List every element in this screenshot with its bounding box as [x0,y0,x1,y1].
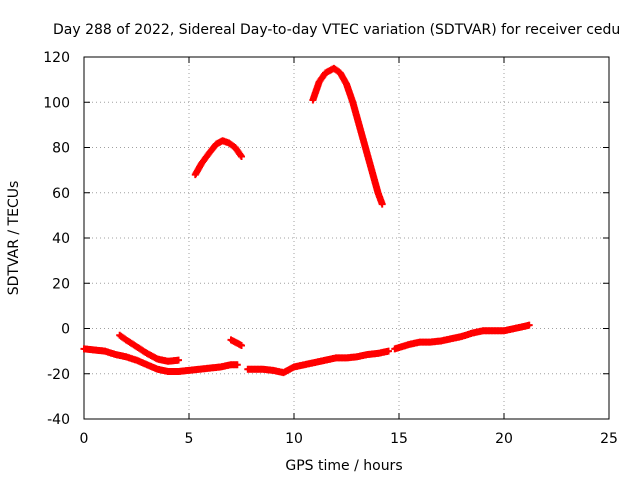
data-point [525,321,533,329]
y-tick-label: 60 [52,186,70,202]
y-tick-label: 80 [52,141,70,157]
series-arc-2 [116,331,182,365]
y-tick-label: 20 [52,276,70,292]
data-point [233,361,241,369]
series-arc-1 [80,345,241,375]
x-axis-label: GPS time / hours [285,458,402,474]
x-tick-label: 25 [600,431,618,447]
x-tick-label: 10 [285,431,303,447]
data-point [175,356,182,364]
data-point [238,341,245,349]
y-tick-label: 100 [43,95,70,111]
y-tick-label: -20 [47,367,70,383]
x-tick-label: 15 [390,431,408,447]
data-point [238,153,245,161]
y-axis-label: SDTVAR / TECUs [6,181,22,296]
series-arc-5 [244,347,392,377]
y-tick-label: 120 [43,50,70,66]
x-tick-label: 0 [80,431,89,447]
series-arc-3 [191,137,245,179]
chart-title: Day 288 of 2022, Sidereal Day-to-day VTE… [53,22,620,38]
series-arc-6 [309,64,386,208]
data-points [80,64,533,377]
series-arc-7 [391,321,533,353]
data-point [378,200,386,208]
x-tick-label: 5 [185,431,194,447]
y-tick-label: -40 [47,412,70,428]
y-tick-label: 40 [52,231,70,247]
data-point [385,347,392,355]
y-tick-label: 0 [61,322,70,338]
series-arc-4 [227,336,245,349]
grid-lines [84,57,609,419]
x-tick-label: 20 [495,431,513,447]
axis-ticks: 0 5 10 15 20 25 -40 -20 0 20 40 60 80 100 120 [43,50,618,447]
